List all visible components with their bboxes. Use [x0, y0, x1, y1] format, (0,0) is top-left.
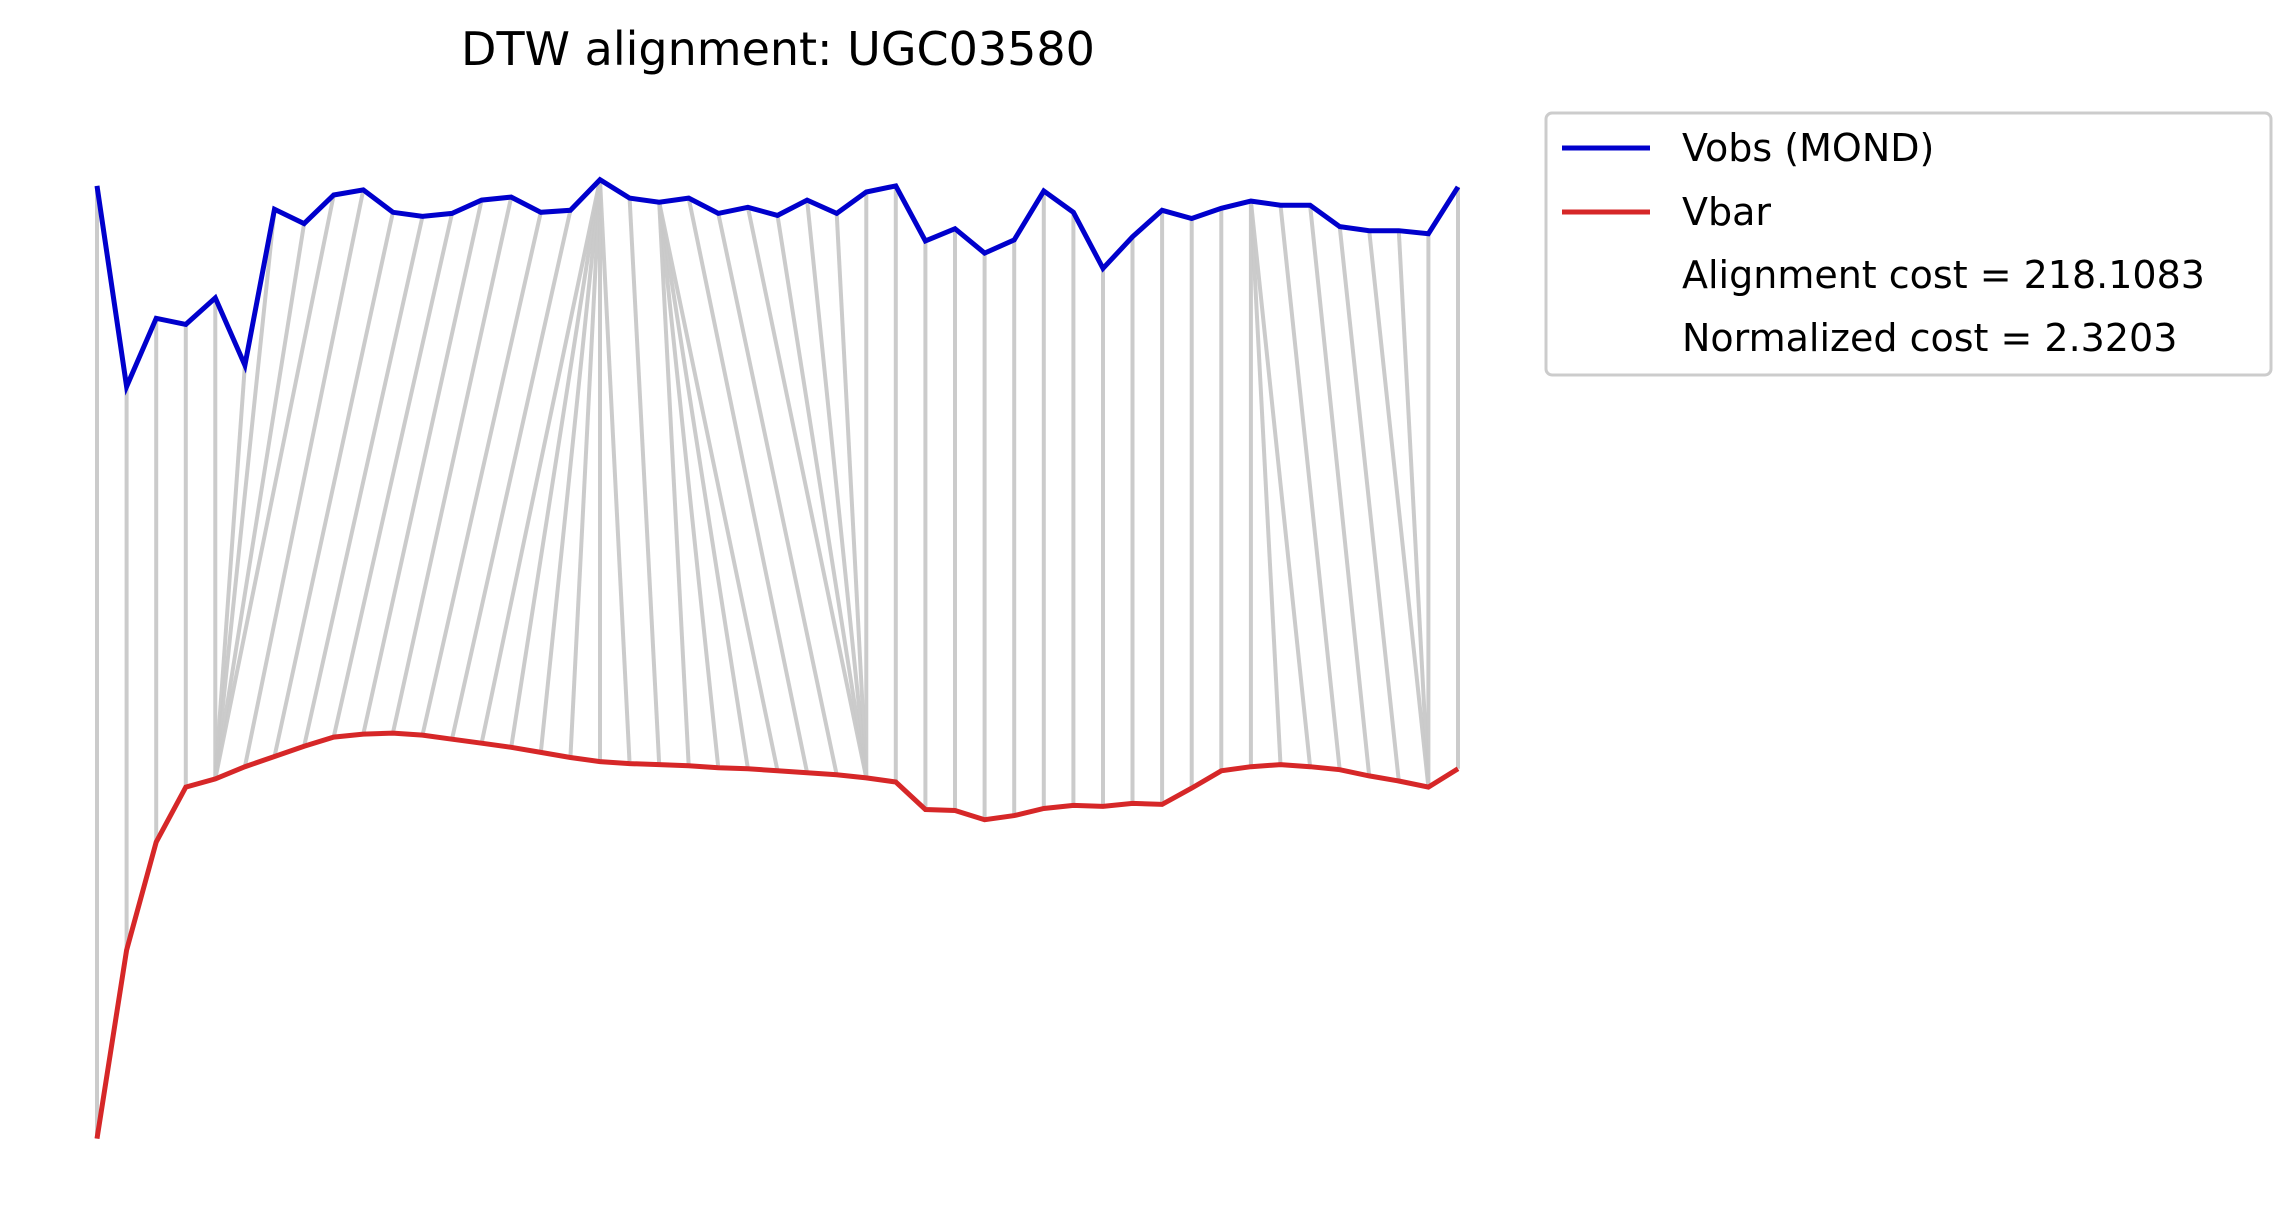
- alignment-connector: [716, 212, 839, 776]
- alignment-connector: [1308, 204, 1372, 777]
- alignment-connector: [213, 209, 277, 780]
- alignment-connector: [509, 179, 602, 748]
- alignment-connector: [242, 189, 366, 768]
- legend-normalized-cost: Normalized cost = 2.3203: [1682, 316, 2177, 360]
- alignment-connector: [775, 215, 869, 779]
- series-line-vobs: [94, 176, 1461, 396]
- alignment-connector: [361, 199, 484, 735]
- alignment-connector: [213, 194, 336, 780]
- alignment-connector: [213, 365, 247, 780]
- alignment-connector: [598, 179, 632, 764]
- alignment-connector: [1248, 200, 1313, 767]
- alignment-connector: [1367, 230, 1431, 788]
- series-lines: [94, 176, 1461, 1139]
- legend-label-vbar: Vbar: [1682, 190, 1771, 234]
- alignment-connector: [479, 179, 602, 744]
- legend-alignment-cost: Alignment cost = 218.1083: [1682, 253, 2205, 297]
- alignment-connector: [834, 213, 869, 779]
- alignment-connector: [1248, 200, 1283, 765]
- legend-label-vobs: Vobs (MOND): [1682, 126, 1934, 170]
- series-line-vbar: [94, 730, 1460, 1139]
- alignment-connector: [686, 197, 810, 774]
- alignment-connector: [302, 215, 425, 747]
- alignment-connector: [657, 201, 780, 772]
- alignment-connector: [657, 201, 721, 768]
- alignment-connector: [805, 199, 869, 779]
- alignment-connector: [213, 223, 307, 780]
- alignment-connector: [657, 202, 691, 766]
- alignment-connector: [1278, 204, 1342, 770]
- alignment-connector: [331, 212, 454, 738]
- alignment-connector: [450, 209, 573, 740]
- chart-title: DTW alignment: UGC03580: [461, 22, 1095, 76]
- alignment-connector: [657, 201, 750, 770]
- alignment-connector: [1337, 226, 1401, 782]
- legend: Vobs (MOND) Vbar Alignment cost = 218.10…: [1544, 111, 2273, 377]
- alignment-connectors: [95, 179, 1460, 1139]
- alignment-connector: [627, 197, 662, 765]
- alignment-connector: [272, 211, 395, 757]
- alignment-connector: [390, 196, 514, 734]
- alignment-connector: [420, 211, 543, 736]
- alignment-connector: [538, 179, 602, 753]
- alignment-connector: [568, 179, 602, 758]
- alignment-connector: [745, 206, 869, 779]
- alignment-connector: [1396, 230, 1431, 788]
- legend-frame: [1544, 111, 2273, 377]
